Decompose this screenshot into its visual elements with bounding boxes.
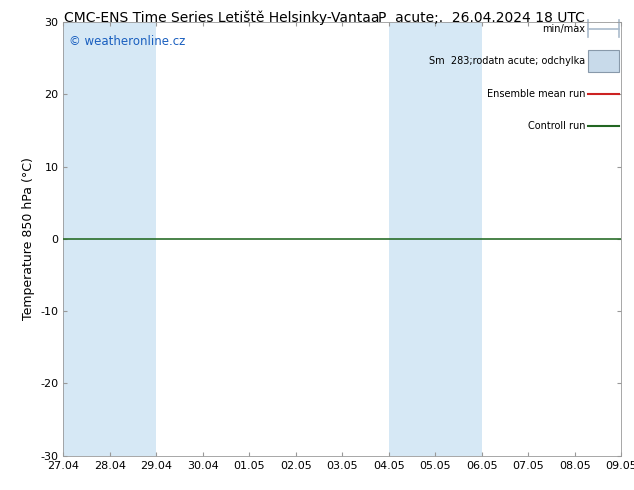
Text: Controll run: Controll run	[527, 121, 585, 131]
Y-axis label: Temperature 850 hPa (°C): Temperature 850 hPa (°C)	[22, 157, 35, 320]
Text: © weatheronline.cz: © weatheronline.cz	[69, 35, 185, 48]
Text: Sm  283;rodatn acute; odchylka: Sm 283;rodatn acute; odchylka	[429, 56, 585, 66]
Text: Ensemble mean run: Ensemble mean run	[486, 89, 585, 98]
FancyBboxPatch shape	[588, 50, 619, 72]
Bar	[389, 22, 436, 456]
Bar	[436, 22, 482, 456]
Text: min/max: min/max	[542, 24, 585, 33]
Bar	[63, 22, 110, 456]
Bar	[110, 22, 157, 456]
Text: CMC-ENS Time Series Letiště Helsinky-Vantaa: CMC-ENS Time Series Letiště Helsinky-Van…	[64, 11, 380, 25]
Text: P  acute;.  26.04.2024 18 UTC: P acute;. 26.04.2024 18 UTC	[378, 11, 585, 25]
